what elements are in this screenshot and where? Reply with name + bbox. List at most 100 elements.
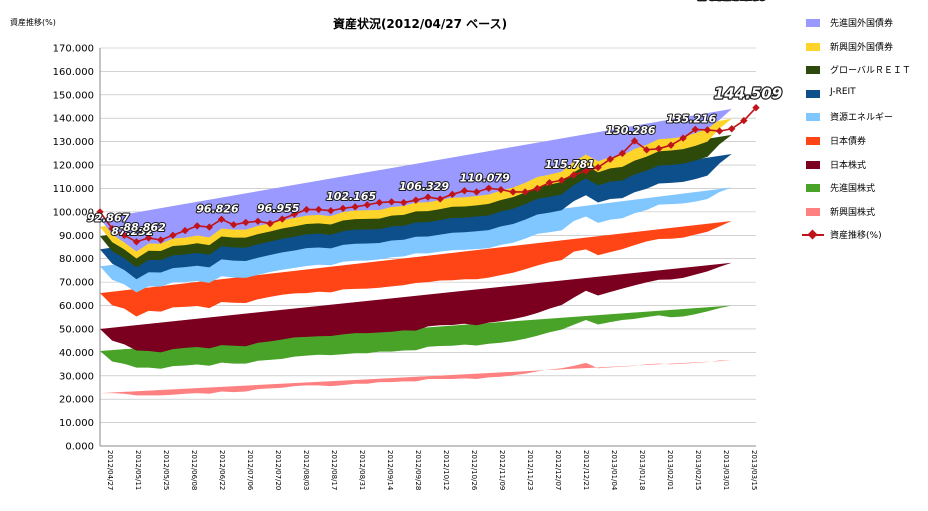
- x-tick-label: 2012/08/17: [330, 450, 338, 490]
- legend-label: 日本債券: [830, 136, 867, 147]
- legend-label: 新興国株式: [830, 207, 876, 218]
- total-point-label: 88.862: [123, 221, 166, 234]
- x-tick-label: 2013/01/04: [610, 450, 618, 491]
- legend-label: J-REIT: [830, 86, 856, 97]
- x-tick-label: 2013/01/18: [638, 450, 646, 490]
- x-tick-label: 2013/03/15: [750, 450, 758, 490]
- area-series: [100, 305, 732, 369]
- x-tick-label: 2012/05/25: [162, 450, 170, 490]
- legend-label: グローバルＲＥＩＴ: [830, 66, 911, 77]
- legend-color-swatch: [806, 160, 820, 169]
- y-tick-label: 10.000: [59, 418, 94, 429]
- y-tick-label: 60.000: [59, 301, 94, 312]
- x-tick-label: 2012/08/03: [302, 450, 310, 490]
- legend-label: 資源エネルギー: [830, 113, 894, 124]
- share-label: 12.770%: [713, 0, 766, 3]
- axes: 0.000 10.000 20.000 30.000 40.000 50.000 60.00…: [53, 44, 758, 491]
- total-point: [679, 134, 687, 142]
- legend-label: 日本株式: [830, 160, 867, 171]
- x-tick-label: 2013/03/01: [722, 450, 730, 490]
- legend: 先進国外国債券新興国外国債券グローバルＲＥＩＴ J-REIT 資源エネルギー 日本債券…: [800, 14, 924, 250]
- total-point: [460, 187, 469, 195]
- total-point: [120, 231, 128, 239]
- x-tick-label: 2012/12/07: [554, 450, 562, 490]
- x-tick-label: 2012/06/08: [190, 450, 198, 490]
- total-point: [375, 198, 384, 207]
- legend-item: グローバルＲＥＩＴ: [800, 61, 924, 85]
- total-point: [436, 195, 444, 203]
- chart-title: 資産状況(2012/04/27 ベース): [333, 16, 507, 31]
- x-tick-label: 2012/06/22: [218, 450, 226, 490]
- legend-item: 資産推移(%): [800, 226, 924, 250]
- x-tick-label: 2013/02/15: [694, 450, 702, 490]
- legend-label: 先進国株式: [830, 184, 876, 195]
- total-point: [351, 203, 359, 211]
- legend-color-swatch: [806, 184, 820, 193]
- x-tick-label: 2012/09/14: [386, 450, 394, 491]
- legend-item: 先進国株式: [800, 179, 924, 203]
- y-tick-label: 90.000: [59, 231, 94, 242]
- legend-diamond-marker: [807, 229, 818, 240]
- x-tick-label: 2012/04/27: [106, 450, 114, 490]
- legend-color-swatch: [806, 207, 820, 216]
- legend-item: 先進国外国債券: [800, 14, 924, 38]
- legend-item: 新興国外国債券: [800, 38, 924, 62]
- x-tick-label: 2012/07/20: [274, 450, 282, 490]
- legend-item: 日本債券: [800, 132, 924, 156]
- x-tick-label: 2012/12/21: [582, 450, 590, 490]
- total-point: [96, 208, 104, 216]
- x-tick-label: 2012/10/12: [442, 450, 450, 490]
- share-label: 12.986%: [713, 0, 766, 3]
- y-tick-label: 40.000: [59, 348, 94, 359]
- total-point: [557, 176, 566, 184]
- y-tick-label: 50.000: [59, 324, 94, 335]
- y-tick-label: 140.000: [53, 114, 94, 125]
- total-point-label: 110.079: [460, 171, 510, 184]
- legend-item: 新興国株式: [800, 203, 924, 227]
- total-point: [169, 231, 177, 239]
- x-tick-label: 2012/10/26: [470, 450, 478, 491]
- total-point: [570, 171, 578, 179]
- share-label: 16.106%: [698, 0, 766, 4]
- legend-color-swatch: [806, 19, 820, 27]
- total-point-label: 144.509: [714, 85, 782, 103]
- y-tick-label: 120.000: [53, 161, 94, 172]
- y-tick-label: 70.000: [59, 278, 94, 289]
- area-series: [100, 221, 732, 317]
- total-point-label: 96.955: [257, 202, 300, 215]
- total-point-label: 102.165: [326, 190, 376, 203]
- stacked-areas: [100, 108, 732, 396]
- total-point: [715, 127, 724, 135]
- total-point: [545, 178, 554, 187]
- y-tick-label: 0.000: [65, 442, 94, 453]
- legend-label: 新興国外国債券: [830, 42, 894, 53]
- total-point: [667, 141, 675, 149]
- legend-label: 資産推移(%): [830, 231, 882, 242]
- y-tick-label: 170.000: [53, 44, 94, 55]
- total-point-label: 135.216: [666, 112, 716, 125]
- x-tick-label: 2012/05/11: [134, 450, 142, 490]
- y-tick-label: 30.000: [59, 371, 94, 382]
- legend-color-swatch: [806, 66, 820, 75]
- total-point: [132, 238, 141, 246]
- total-point: [266, 219, 274, 228]
- total-point: [606, 155, 614, 163]
- total-point: [229, 221, 238, 229]
- total-point: [752, 104, 760, 112]
- area-series: [100, 262, 732, 353]
- legend-color-swatch: [806, 113, 820, 122]
- y-tick-label: 160.000: [53, 67, 94, 78]
- total-point-label: 106.329: [399, 180, 449, 193]
- y-tick-label: 130.000: [53, 137, 94, 148]
- legend-item: 日本株式: [800, 156, 924, 180]
- y-tick-label: 80.000: [59, 254, 94, 265]
- y-tick-label: 110.000: [53, 184, 94, 195]
- total-point: [144, 234, 153, 242]
- total-point: [108, 224, 116, 233]
- total-point: [740, 116, 748, 125]
- area-series: [100, 187, 732, 293]
- x-tick-label: 2013/02/01: [666, 450, 674, 490]
- legend-item: J-REIT: [800, 85, 924, 109]
